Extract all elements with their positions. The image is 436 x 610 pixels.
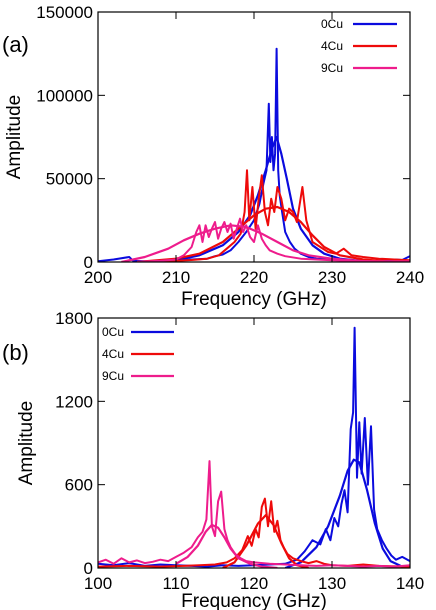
panel-a-plot-frame [97, 11, 411, 263]
panel-b: 100 110 120 130 140 0 600 1200 1800 Frequency (GH… [2, 309, 424, 610]
panel-a-x-tick-label: 200 [84, 268, 112, 287]
panel-b-series-0cu-fit [284, 458, 410, 568]
panel-a: 200 210 220 230 240 0 50000 100000 150000 Frequen… [2, 3, 424, 310]
panel-b-x-tick-label: 120 [240, 574, 268, 593]
panel-a-x-tick-label: 230 [318, 268, 346, 287]
panel-b-y-tick-label: 1200 [55, 392, 93, 411]
panel-a-series-group [98, 47, 410, 262]
panel-b-series-9cu-fit [175, 523, 278, 568]
panel-a-series-4cu-line [160, 169, 410, 262]
panel-b-series-4cu-fit [222, 514, 309, 568]
panel-a-x-axis-label: Frequency (GHz) [181, 289, 327, 310]
panel-b-tag: (b) [2, 340, 29, 365]
panel-b-series-group [98, 326, 410, 568]
panel-a-y-tick-label: 0 [84, 253, 93, 272]
panel-b-x-tick-label: 140 [396, 574, 424, 593]
panel-b-x-tick-label: 100 [84, 574, 112, 593]
panel-a-y-axis-label: Amplitude [4, 95, 25, 180]
panel-a-x-tick-label: 220 [240, 268, 268, 287]
panel-b-y-tick-label: 600 [65, 476, 93, 495]
panel-a-series-9cu-fit [121, 224, 395, 262]
panel-a-series-4cu-fit [136, 205, 395, 262]
panel-a-legend-label-0cu: 0Cu [321, 17, 343, 31]
panel-b-y-tick-label: 0 [84, 559, 93, 578]
panel-b-legend-label-4cu: 4Cu [102, 347, 124, 361]
panel-a-legend-label-9cu: 9Cu [321, 61, 343, 75]
panel-b-x-tick-label: 130 [318, 574, 346, 593]
panel-b-x-tick-label: 110 [162, 574, 189, 593]
panel-a-x-tick-label: 240 [396, 268, 424, 287]
panel-a-series-9cu-line [136, 217, 410, 262]
panel-b-legend-label-9cu: 9Cu [102, 369, 124, 383]
panel-b-x-axis-label: Frequency (GHz) [181, 591, 327, 610]
panel-a-y-tick-label: 150000 [36, 3, 93, 22]
panel-b-series-9cu-line [98, 460, 410, 568]
panel-b-series-4cu-line [98, 497, 410, 568]
panel-b-series-0cu-line [98, 326, 410, 568]
panel-b-y-tick-label: 1800 [55, 309, 93, 328]
panel-a-y-tick-label: 50000 [46, 170, 93, 189]
panel-a-series-0cu-fit [136, 135, 395, 262]
panel-a-y-tick-label: 100000 [36, 86, 93, 105]
panel-b-y-axis-label: Amplitude [16, 401, 37, 486]
panel-a-legend-label-4cu: 4Cu [321, 39, 343, 53]
panel-b-legend-label-0cu: 0Cu [102, 325, 124, 339]
panel-a-tag: (a) [2, 32, 29, 57]
panel-a-x-tick-label: 210 [162, 268, 190, 287]
